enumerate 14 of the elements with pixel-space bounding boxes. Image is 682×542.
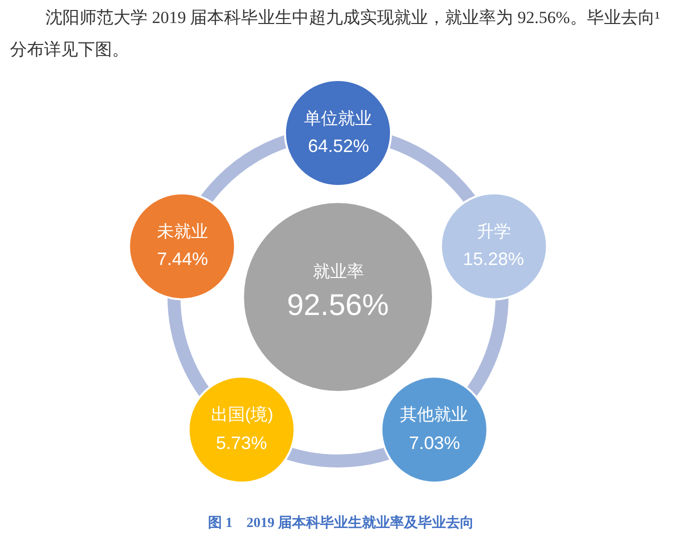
data-label: 92.56%	[287, 289, 389, 322]
text: 图 1 2019 届本科毕业生就业率及毕业去向	[208, 514, 474, 531]
text: 沈阳师范大学 2019 届本科毕业生中超九成实现就业，就业率为 92.56%。毕业去向¹分布详见下图。	[9, 7, 661, 61]
category-label: 单位就业	[304, 109, 372, 128]
category-label: 其他就业	[400, 405, 468, 424]
data-label: 64.52%	[308, 136, 370, 156]
category-label: 出国(境)	[211, 405, 274, 424]
data-label: 7.03%	[409, 433, 460, 453]
category-label: 升学	[477, 222, 511, 241]
data-label: 5.73%	[216, 433, 268, 453]
data-label: 15.28%	[463, 249, 524, 269]
data-label: 7.44%	[157, 249, 208, 269]
category-label: 就业率	[313, 262, 364, 281]
category-label: 未就业	[157, 222, 208, 241]
